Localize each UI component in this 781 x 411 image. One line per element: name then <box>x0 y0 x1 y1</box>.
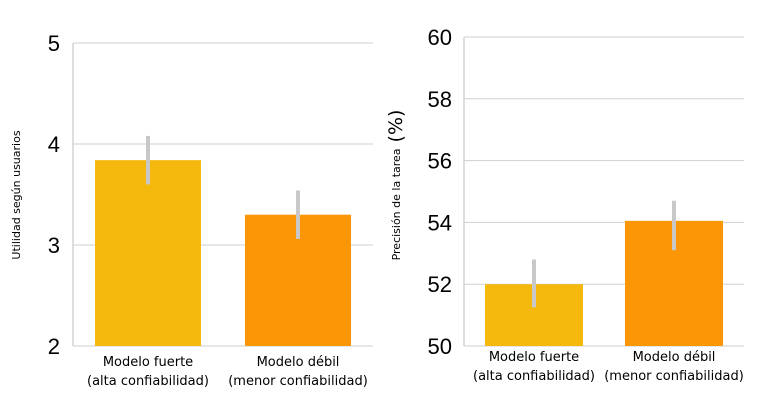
right-chart-accuracy: 50 52 54 56 58 60 Modelo fuerte (alta confiabil… <box>385 25 744 384</box>
x-tick-label-sub: (menor confiabilidad) <box>228 374 368 389</box>
y-axis-label: Precisión de la tarea (%) <box>385 110 407 261</box>
y-tick-label: 54 <box>428 210 452 235</box>
x-tick-label: Modelo débil <box>257 355 340 370</box>
bar <box>95 160 201 346</box>
y-tick-label: 4 <box>48 132 60 157</box>
left-chart-utility: 2 3 4 5 Modelo fuerte (alta confiabilidad) Mod… <box>10 31 373 389</box>
x-tick-label-sub: (alta confiabilidad) <box>87 374 209 389</box>
y-tick-label: 2 <box>48 334 60 359</box>
y-axis-label-unit: (%) <box>385 110 407 143</box>
y-tick-label: 50 <box>428 334 452 359</box>
y-tick-label: 3 <box>48 233 60 258</box>
x-tick-label-sub: (menor confiabilidad) <box>604 369 744 384</box>
y-tick-label: 60 <box>428 25 452 50</box>
y-tick-label: 56 <box>428 149 452 174</box>
y-tick-label: 52 <box>428 272 452 297</box>
x-tick-label-sub: (alta confiabilidad) <box>473 369 595 384</box>
x-tick-label: Modelo fuerte <box>103 355 193 370</box>
x-tick-label: Modelo fuerte <box>489 350 579 365</box>
x-tick-label: Modelo débil <box>633 350 716 365</box>
y-axis-label-text: Precisión de la tarea <box>390 148 403 260</box>
y-axis-label: Utilidad según usuarios <box>10 130 23 259</box>
y-tick-label: 5 <box>48 31 60 56</box>
y-tick-label: 58 <box>428 87 452 112</box>
